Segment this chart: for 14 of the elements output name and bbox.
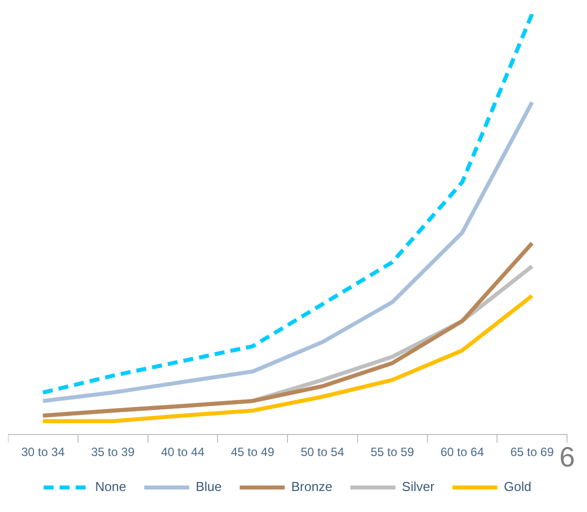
x-tick-label: 60 to 64 [440, 445, 484, 460]
legend-label: None [95, 479, 126, 494]
x-tick-label: 45 to 49 [230, 445, 275, 460]
x-tick-label: 55 to 59 [370, 445, 414, 460]
x-tick-label: 40 to 44 [161, 445, 205, 460]
x-tick-label: 30 to 34 [21, 445, 65, 460]
legend-label: Blue [196, 479, 222, 494]
legend-label: Gold [504, 479, 532, 494]
text: 6 [559, 442, 575, 473]
legend-label: Silver [402, 479, 436, 494]
x-tick-label: 50 to 54 [300, 445, 344, 460]
x-tick-label: 65 to 69 [510, 445, 554, 460]
legend-label: Bronze [291, 479, 332, 494]
x-tick-label: 35 to 39 [91, 445, 135, 460]
